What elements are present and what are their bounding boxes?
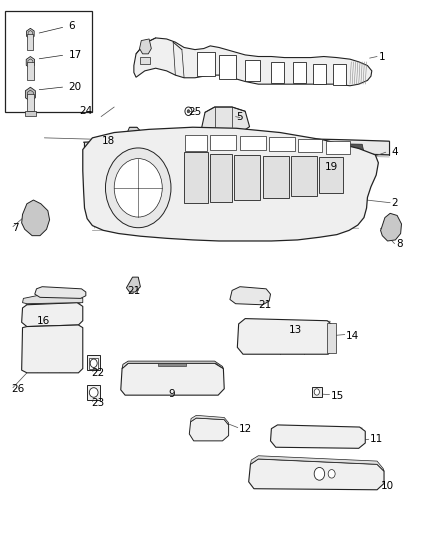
Text: 7: 7 [12, 223, 18, 233]
Bar [185, 135, 207, 151]
Bar [332, 64, 346, 85]
Text: 17: 17 [68, 50, 81, 60]
Bar [297, 139, 321, 152]
Polygon shape [189, 418, 229, 441]
Circle shape [314, 389, 319, 395]
Polygon shape [230, 287, 271, 305]
Bar [293, 62, 306, 83]
Bar [263, 156, 289, 198]
Bar [311, 387, 322, 397]
Text: 12: 12 [239, 424, 252, 434]
Bar [210, 154, 232, 201]
Text: 19: 19 [325, 161, 338, 172]
Text: 26: 26 [12, 384, 25, 394]
Bar [326, 141, 350, 154]
Bar [27, 34, 33, 50]
Bar [25, 111, 36, 117]
Polygon shape [381, 213, 402, 241]
Bar [210, 135, 237, 150]
Polygon shape [26, 56, 35, 68]
Polygon shape [22, 294, 83, 304]
Polygon shape [83, 127, 378, 241]
Polygon shape [237, 319, 335, 354]
Polygon shape [332, 144, 364, 155]
Polygon shape [25, 87, 35, 101]
Text: 24: 24 [79, 106, 92, 116]
Polygon shape [201, 107, 250, 133]
Polygon shape [140, 39, 151, 54]
Bar [245, 60, 261, 82]
Polygon shape [251, 456, 384, 471]
Text: 22: 22 [92, 368, 105, 378]
Bar [184, 152, 208, 203]
Text: 13: 13 [289, 325, 302, 335]
Text: 11: 11 [370, 434, 383, 445]
Text: 21: 21 [258, 300, 272, 310]
Polygon shape [237, 143, 273, 155]
Text: 4: 4 [392, 147, 398, 157]
Polygon shape [35, 287, 86, 298]
Bar [197, 52, 215, 76]
Polygon shape [101, 144, 138, 157]
Polygon shape [249, 459, 384, 490]
Text: 6: 6 [68, 21, 75, 31]
Text: 18: 18 [102, 135, 115, 146]
Bar [272, 62, 285, 83]
Polygon shape [271, 425, 365, 448]
Circle shape [314, 467, 325, 480]
Bar [140, 56, 150, 64]
Text: 15: 15 [330, 391, 343, 401]
Polygon shape [21, 200, 49, 236]
Polygon shape [127, 277, 141, 292]
Bar [269, 138, 294, 151]
Text: 14: 14 [346, 330, 359, 341]
Text: 25: 25 [188, 107, 201, 117]
Polygon shape [21, 303, 83, 327]
Text: 23: 23 [92, 398, 105, 408]
Text: 20: 20 [68, 82, 81, 92]
Circle shape [185, 107, 192, 116]
Polygon shape [127, 127, 141, 136]
Text: 9: 9 [169, 389, 175, 399]
Bar [89, 358, 99, 368]
Bar [319, 157, 343, 193]
Text: 5: 5 [237, 111, 243, 122]
Polygon shape [191, 415, 229, 425]
Polygon shape [121, 364, 224, 395]
Text: 1: 1 [378, 52, 385, 61]
Bar [158, 363, 186, 367]
Circle shape [187, 110, 190, 113]
Text: 8: 8 [396, 239, 403, 248]
Bar [327, 324, 336, 353]
Bar [291, 157, 317, 196]
Circle shape [328, 470, 335, 478]
Text: 16: 16 [36, 316, 50, 326]
Ellipse shape [89, 387, 98, 397]
Polygon shape [122, 361, 223, 368]
Bar [219, 55, 237, 79]
Text: 21: 21 [127, 286, 141, 296]
Bar [27, 94, 34, 111]
Polygon shape [134, 38, 372, 86]
Bar [234, 155, 261, 200]
Text: 10: 10 [381, 481, 394, 490]
Text: 2: 2 [392, 198, 398, 208]
Bar [27, 62, 34, 80]
Polygon shape [27, 28, 34, 39]
Circle shape [106, 148, 171, 228]
Bar [240, 136, 266, 150]
Bar [87, 384, 100, 400]
Circle shape [114, 159, 162, 217]
Bar [5, 11, 92, 112]
Circle shape [90, 359, 97, 368]
Polygon shape [21, 325, 83, 373]
Bar [87, 356, 100, 370]
Bar [313, 64, 326, 84]
